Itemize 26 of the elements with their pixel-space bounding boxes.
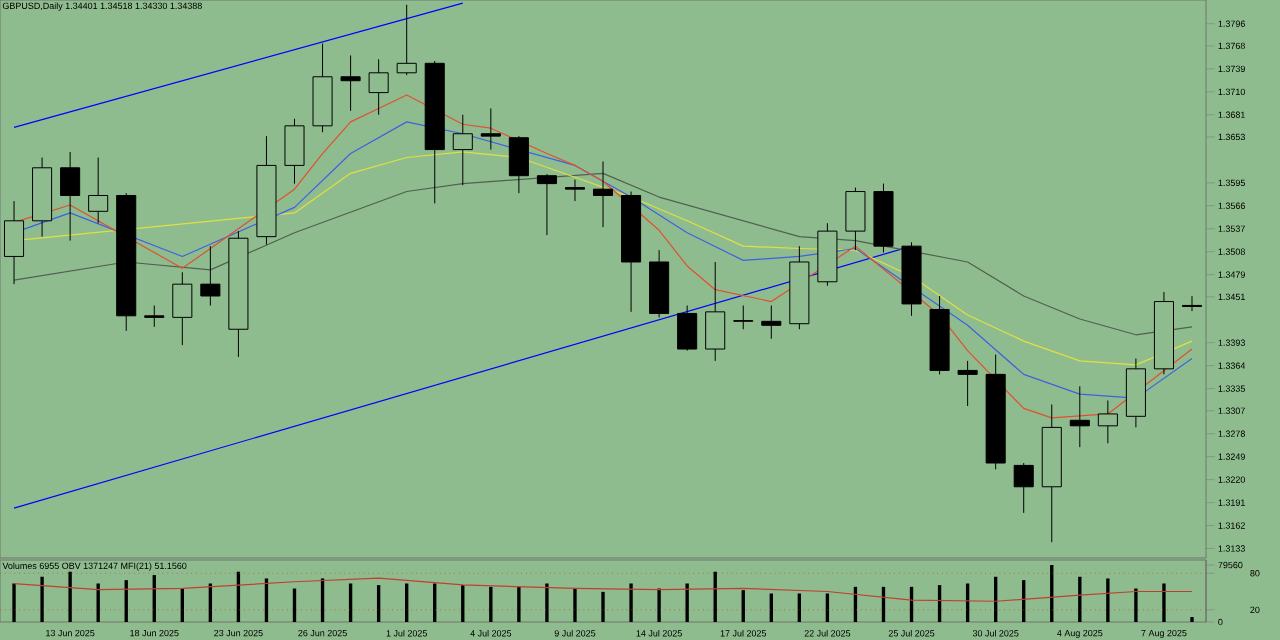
candlestick	[592, 160, 614, 228]
candlestick	[144, 305, 165, 328]
candlestick	[564, 179, 585, 202]
candlestick	[1181, 295, 1203, 312]
candlestick	[845, 187, 866, 251]
candlestick	[1125, 358, 1146, 428]
candlestick	[340, 54, 361, 112]
candlestick	[705, 261, 726, 362]
candlestick	[452, 114, 473, 186]
candlestick	[957, 360, 978, 407]
candlestick	[368, 58, 389, 116]
candlestick	[1013, 462, 1034, 514]
candlestick	[761, 305, 782, 340]
candlestick	[733, 305, 754, 330]
candlestick	[284, 118, 305, 185]
candlestick	[677, 305, 698, 352]
candlestick	[1097, 399, 1118, 444]
line-series	[13, 172, 1193, 336]
candlestick	[1069, 385, 1090, 448]
candlestick	[536, 173, 557, 236]
candlestick	[508, 135, 529, 194]
candlestick	[200, 245, 221, 307]
candlestick	[480, 107, 501, 151]
candlestick	[60, 151, 81, 242]
candlestick	[88, 157, 109, 224]
candlestick	[172, 271, 193, 346]
